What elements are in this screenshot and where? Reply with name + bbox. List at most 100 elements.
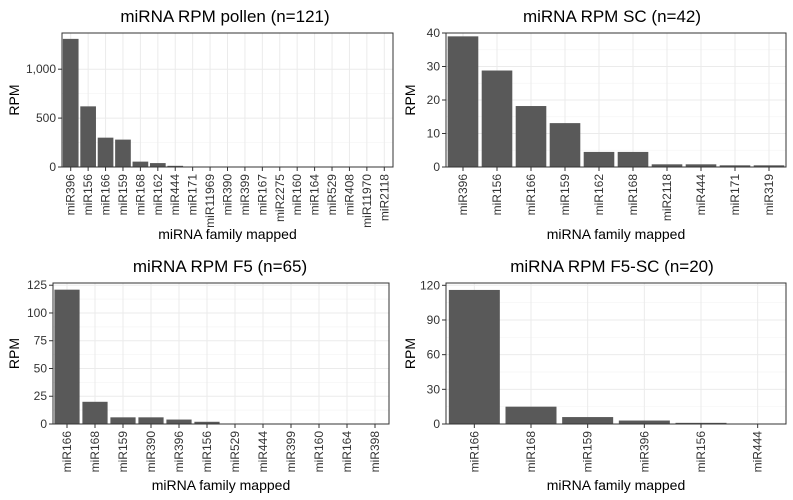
- chart-panel: 0 30 60 90 120 miR166 miR168 miR159 miR396 miR156…: [402, 257, 787, 493]
- y-tick-label: 125: [27, 278, 47, 292]
- x-axis-title: miRNA family mapped: [547, 477, 686, 493]
- y-tick-label: 0: [40, 417, 47, 431]
- bar-miR156: [194, 421, 220, 424]
- chart-panel: 0 10 20 30 40 miR396 miR156 miR166 miR159 miR162 m…: [402, 7, 787, 242]
- x-tick-label: miR444: [168, 174, 182, 216]
- x-tick-label: miR168: [88, 431, 102, 473]
- bar-miR166: [448, 289, 500, 424]
- bar-miR159: [562, 417, 614, 424]
- y-tick-label: 30: [427, 60, 441, 74]
- bar-miR162: [583, 151, 615, 167]
- bar-miR396: [618, 420, 670, 424]
- x-tick-label: miR156: [490, 174, 504, 216]
- y-tick-label: 0: [433, 160, 440, 174]
- x-tick-label: miR319: [762, 174, 776, 216]
- bar-miR166: [515, 106, 547, 167]
- bar-miR159: [549, 123, 581, 167]
- x-tick-label: miR399: [284, 431, 298, 473]
- y-tick-label: 30: [427, 382, 441, 396]
- x-tick-label: miR444: [751, 431, 765, 473]
- y-tick-label: 75: [34, 334, 48, 348]
- x-tick-label: miR167: [255, 174, 269, 216]
- x-tick-label: miR390: [221, 174, 235, 216]
- y-tick-label: 120: [420, 278, 440, 292]
- x-tick-label: miR396: [637, 431, 651, 473]
- y-tick-label: 0: [49, 160, 56, 174]
- x-tick-label: miR162: [151, 174, 165, 216]
- bar-miR396: [447, 36, 479, 167]
- x-tick-label: miR529: [228, 431, 242, 473]
- bar-miR171: [719, 165, 751, 167]
- x-tick-label: miR11969: [203, 174, 217, 228]
- x-tick-label: miR168: [133, 174, 147, 216]
- x-tick-label: miR398: [368, 431, 382, 473]
- x-tick-label: miR444: [256, 431, 270, 473]
- x-tick-label: miR164: [308, 174, 322, 216]
- bar-miR168: [82, 401, 108, 424]
- x-tick-label: miR166: [524, 174, 538, 216]
- x-tick-label: miR159: [558, 174, 572, 216]
- x-tick-label: miR2118: [660, 174, 674, 221]
- plot-border: [52, 282, 390, 425]
- bar-miR444: [167, 165, 184, 167]
- y-tick-label: 1,000: [26, 62, 56, 76]
- x-tick-label: miR444: [694, 174, 708, 216]
- bar-miR168: [505, 406, 557, 424]
- x-tick-label: miR166: [60, 431, 74, 473]
- plot-background: [446, 283, 786, 424]
- y-axis-title: RPM: [6, 84, 22, 115]
- chart-title: miRNA RPM pollen (n=121): [120, 7, 329, 26]
- x-axis-title: miRNA family mapped: [547, 226, 686, 242]
- x-tick-label: miR171: [728, 174, 742, 216]
- y-tick-label: 50: [34, 361, 48, 375]
- bar-miR166: [97, 137, 114, 167]
- x-tick-label: miR396: [172, 431, 186, 473]
- y-tick-label: 0: [433, 417, 440, 431]
- bar-miR2118: [651, 164, 683, 167]
- x-tick-label: miR396: [456, 174, 470, 216]
- x-tick-label: miR168: [626, 174, 640, 216]
- x-axis-title: miRNA family mapped: [152, 477, 291, 493]
- plot-border: [445, 282, 787, 425]
- x-tick-label: miR164: [340, 431, 354, 473]
- bar-miR156: [481, 70, 513, 167]
- bar-miR168: [617, 151, 649, 167]
- y-tick-label: 25: [34, 389, 48, 403]
- x-tick-label: miR159: [581, 431, 595, 473]
- x-tick-label: miR2118: [377, 174, 391, 221]
- y-tick-label: 90: [427, 313, 441, 327]
- x-tick-label: miR171: [186, 174, 200, 216]
- y-axis-title: RPM: [6, 338, 22, 369]
- bar-miR159: [110, 417, 136, 424]
- x-tick-label: miR2275: [273, 174, 287, 222]
- x-tick-label: miR162: [592, 174, 606, 216]
- x-tick-label: miR160: [290, 174, 304, 216]
- bar-miR162: [149, 163, 166, 167]
- x-tick-label: miR396: [64, 174, 78, 216]
- x-tick-label: miR160: [312, 431, 326, 473]
- y-tick-label: 10: [427, 127, 441, 141]
- x-tick-label: miR159: [116, 431, 130, 473]
- y-tick-label: 100: [27, 306, 47, 320]
- x-tick-label: miR408: [342, 174, 356, 216]
- x-tick-label: miR399: [238, 174, 252, 216]
- x-tick-label: miR166: [467, 431, 481, 473]
- bar-miR156: [80, 106, 96, 167]
- bar-miR168: [132, 161, 149, 167]
- bar-miR444: [685, 164, 717, 167]
- x-tick-label: miR168: [524, 431, 538, 473]
- x-tick-label: miR159: [116, 174, 130, 216]
- bar-miR166: [54, 289, 80, 424]
- chart-title: miRNA RPM SC (n=42): [523, 7, 701, 26]
- x-tick-label: miR156: [694, 431, 708, 473]
- chart-title: miRNA RPM F5-SC (n=20): [510, 257, 714, 276]
- plot-background: [53, 283, 389, 424]
- y-axis-title: RPM: [402, 338, 418, 369]
- x-tick-label: miR390: [144, 431, 158, 473]
- x-tick-label: miR166: [99, 174, 113, 216]
- y-tick-label: 60: [427, 348, 441, 362]
- y-axis-title: RPM: [402, 84, 418, 115]
- x-tick-label: miR11970: [360, 174, 374, 228]
- bar-miR159: [115, 139, 131, 167]
